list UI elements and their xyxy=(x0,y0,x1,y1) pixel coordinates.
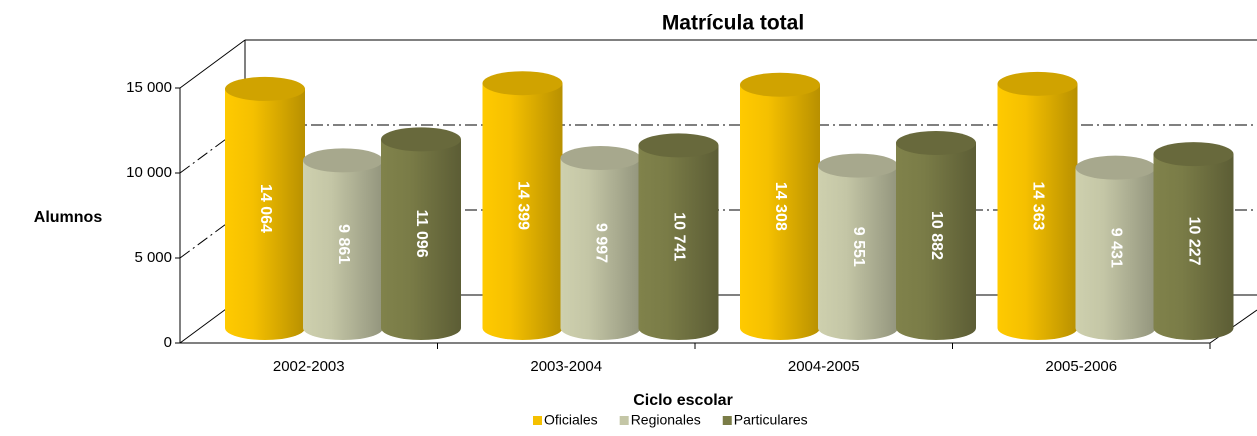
x-axis-label: Ciclo escolar xyxy=(633,392,733,409)
bar-top xyxy=(482,71,563,96)
legend-swatch xyxy=(722,416,732,425)
bar xyxy=(1153,154,1234,340)
legend-label: Particulares xyxy=(734,412,808,428)
value-label: 14 308 xyxy=(772,182,789,231)
bar-top xyxy=(997,71,1078,96)
bar xyxy=(818,165,898,340)
bar-top xyxy=(740,72,820,97)
y-tick-label: 0 xyxy=(164,334,172,351)
value-label: 14 064 xyxy=(257,184,274,233)
value-label: 9 861 xyxy=(335,224,352,264)
x-tick-label: 2004-2005 xyxy=(788,358,860,375)
value-label: 14 399 xyxy=(514,181,531,230)
legend-label: Oficiales xyxy=(544,412,598,428)
value-label: 11 096 xyxy=(413,210,430,258)
bar xyxy=(740,84,820,340)
bar-top xyxy=(560,146,641,171)
value-label: 10 882 xyxy=(928,211,945,260)
bar xyxy=(896,143,976,340)
bar-top xyxy=(381,127,461,152)
value-label: 10 227 xyxy=(1185,217,1202,266)
value-label: 9 551 xyxy=(850,227,867,267)
legend-swatch xyxy=(533,416,542,425)
bar-top xyxy=(1075,155,1156,180)
bar-top xyxy=(1153,142,1234,167)
bar-top xyxy=(225,76,305,101)
y-axis-label: Alumnos xyxy=(34,209,103,226)
y-tick-label: 5 000 xyxy=(134,249,172,266)
x-tick-label: 2002-2003 xyxy=(273,358,345,375)
legend-swatch xyxy=(619,416,629,425)
y-tick-label: 15 000 xyxy=(126,79,172,96)
bar-top xyxy=(896,131,976,156)
y-tick-label: 10 000 xyxy=(126,164,172,181)
value-label: 14 363 xyxy=(1029,181,1046,230)
bar-top xyxy=(303,148,383,173)
bar xyxy=(997,83,1078,340)
legend-label: Regionales xyxy=(631,412,701,428)
bar xyxy=(1075,167,1156,340)
bar xyxy=(482,83,563,340)
bar-top xyxy=(818,153,898,178)
bar xyxy=(303,160,383,340)
x-tick-label: 2005-2006 xyxy=(1045,358,1117,375)
chart-title: Matrícula total xyxy=(662,12,804,35)
value-label: 9 431 xyxy=(1107,228,1124,268)
bar-top xyxy=(638,133,719,158)
bar xyxy=(638,145,719,340)
grid-line xyxy=(179,39,246,89)
value-label: 9 997 xyxy=(592,223,609,263)
value-label: 10 741 xyxy=(670,212,687,261)
bar xyxy=(381,139,461,340)
bar xyxy=(225,88,305,340)
x-tick-label: 2003-2004 xyxy=(530,358,602,375)
bar xyxy=(560,158,641,340)
